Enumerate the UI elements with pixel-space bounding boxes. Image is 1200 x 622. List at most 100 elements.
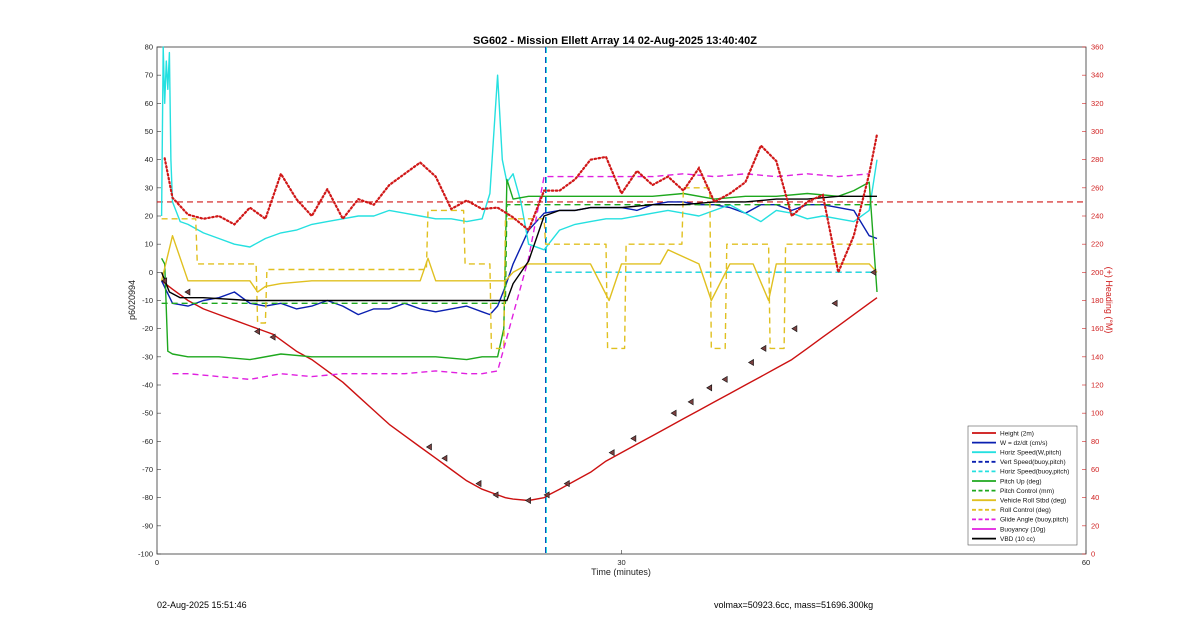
heading-line [163, 133, 879, 277]
series-line-11 [160, 195, 877, 302]
y-tick-label: -60 [142, 437, 153, 446]
y-tick-label: 60 [145, 99, 153, 108]
x-axis-label: Time (minutes) [591, 567, 651, 577]
legend-label: Pitch Control (mm) [1000, 488, 1054, 495]
dive-marker [670, 409, 677, 417]
bottom-axis: 0 30 60 [155, 550, 1090, 567]
y2-tick-label: 260 [1091, 183, 1104, 192]
y2-tick-label: 160 [1091, 324, 1104, 333]
legend-label: Height (2m) [1000, 430, 1034, 437]
legend-label: Vehicle Roll Stbd (deg) [1000, 498, 1066, 505]
y2-tick-label: 340 [1091, 71, 1104, 80]
series-line-0 [161, 280, 878, 502]
dive-marker [721, 375, 728, 383]
y2-tick-label: 40 [1091, 493, 1099, 502]
series-line-8 [161, 187, 877, 350]
y-axis-label: p6020994 [127, 280, 137, 320]
legend-label: Vert Speed(buoy,pitch) [1000, 459, 1066, 466]
dive-marker [791, 325, 798, 333]
y2-tick-label: 220 [1091, 240, 1104, 249]
y-tick-label: -90 [142, 521, 153, 530]
dive-marker [525, 496, 531, 505]
footer-timestamp: 02-Aug-2025 15:51:46 [157, 600, 247, 610]
y-tick-label: 70 [145, 71, 153, 80]
series-line-2 [160, 46, 878, 251]
y2-tick-label: 0 [1091, 550, 1095, 559]
y-tick-label: -10 [142, 296, 153, 305]
dive-marker [760, 344, 767, 352]
y-tick-label: -70 [142, 465, 153, 474]
y2-tick-label: 360 [1091, 43, 1104, 52]
y-tick-label: 50 [145, 127, 153, 136]
y-tick-label: 10 [145, 240, 153, 249]
y-tick-label: -80 [142, 493, 153, 502]
series-layer [160, 46, 878, 502]
legend-label: Glide Angle (buoy,pitch) [1000, 517, 1069, 524]
dive-marker [492, 491, 499, 499]
y2-tick-label: 60 [1091, 465, 1099, 474]
dive-marker [831, 299, 838, 307]
chart-title: SG602 - Mission Ellett Array 14 02-Aug-2… [473, 35, 757, 47]
y2-tick-label: 140 [1091, 352, 1104, 361]
y-tick-label: -20 [142, 324, 153, 333]
y2-tick-label: 20 [1091, 521, 1099, 530]
y2-tick-label: 120 [1091, 381, 1104, 390]
y2-tick-label: 240 [1091, 212, 1104, 221]
dive-marker [475, 480, 482, 488]
legend-label: Pitch Up (deg) [1000, 478, 1042, 485]
y2-tick-label: 320 [1091, 99, 1104, 108]
legend-label: W = dz/dt (cm/s) [1000, 440, 1048, 447]
y-tick-label: 80 [145, 43, 153, 52]
y-tick-label: -40 [142, 381, 153, 390]
x-tick-label: 0 [155, 558, 159, 567]
dive-marker [630, 434, 637, 443]
series-line-9 [172, 173, 870, 381]
left-axis: 80 70 60 50 40 30 20 10 0 -10 -20 -30 -40 -50 -60 -70 -8… [138, 43, 161, 559]
y-tick-label: -100 [138, 550, 153, 559]
legend-label: Buoyancy (10g) [1000, 526, 1046, 533]
dive-marker [706, 384, 713, 392]
dive-marker [870, 268, 877, 276]
dive-marker [425, 443, 432, 451]
dive-marker [608, 449, 615, 457]
series-line-7 [160, 234, 878, 302]
y-tick-label: 30 [145, 183, 153, 192]
y-tick-label: -30 [142, 352, 153, 361]
y2-axis-label: (+) Heading (°M) [1104, 267, 1114, 334]
dive-marker [543, 491, 550, 499]
legend-label: Roll Control (deg) [1000, 507, 1051, 514]
reference-lines [157, 47, 1086, 554]
dive-marker [254, 327, 260, 336]
legend-label: Horiz Speed(buoy,pitch) [1000, 469, 1069, 476]
y-tick-label: -50 [142, 409, 153, 418]
y2-tick-label: 100 [1091, 409, 1104, 418]
y2-tick-label: 200 [1091, 268, 1104, 277]
y-tick-label: 40 [145, 155, 153, 164]
marker-layer [161, 268, 877, 505]
heading-layer [163, 133, 879, 277]
legend-label: VBD (10 cc) [1000, 536, 1035, 543]
dive-marker [161, 277, 168, 285]
right-axis: 3603403203002802602402202001801601401201… [1082, 43, 1104, 559]
y-tick-label: 0 [149, 268, 153, 277]
legend-box [967, 425, 1078, 546]
y2-tick-label: 180 [1091, 296, 1104, 305]
dive-marker [269, 333, 276, 341]
y2-tick-label: 300 [1091, 127, 1104, 136]
y-tick-label: 20 [145, 212, 153, 221]
legend-label: Horiz Speed(W,pitch) [1000, 450, 1061, 457]
x-tick-label: 30 [617, 558, 625, 567]
dive-marker [687, 398, 694, 406]
y2-tick-label: 80 [1091, 437, 1099, 446]
series-line-6 [161, 203, 877, 304]
footer-volmax-mass: volmax=50923.6cc, mass=51696.300kg [714, 600, 874, 610]
dive-marker [563, 480, 570, 488]
legend: Height (2m) W = dz/dt (cm/s) Horiz Speed(W… [967, 425, 1078, 546]
series-line-1 [160, 201, 878, 316]
dive-marker [184, 288, 191, 296]
dive-marker [441, 454, 448, 462]
y2-tick-label: 280 [1091, 155, 1104, 164]
x-tick-label: 60 [1082, 558, 1090, 567]
dive-marker [747, 358, 754, 366]
